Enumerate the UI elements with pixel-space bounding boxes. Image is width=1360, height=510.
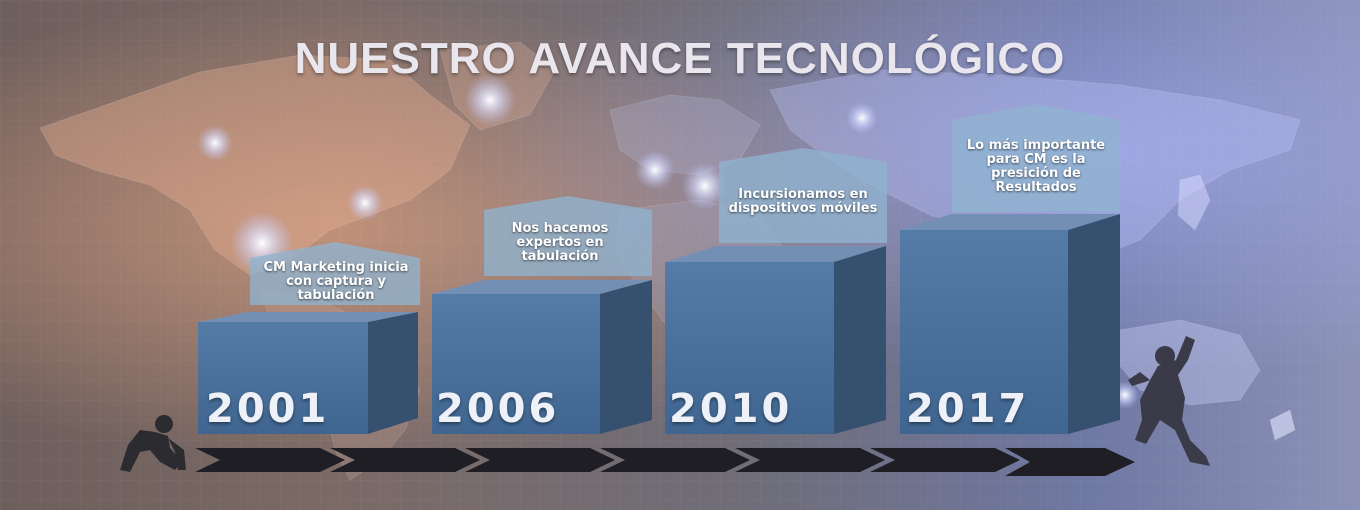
glow-lights (197, 74, 1139, 409)
chevron-arrows-icon (195, 448, 1135, 476)
milestone-year-2006: 2006 (436, 386, 560, 432)
page-title: NUESTRO AVANCE TECNOLÓGICO (294, 34, 1066, 83)
milestone-label-2006: Nos hacemos expertos en tabulación (511, 221, 609, 264)
milestone-label-2017: Lo más importante para CM es la presició… (966, 138, 1106, 195)
block-2017 (900, 104, 1120, 434)
milestone-label-2001: CM Marketing inicia con captura y tabula… (263, 260, 409, 303)
milestone-year-2001: 2001 (206, 386, 330, 432)
milestone-year-2010: 2010 (669, 386, 793, 432)
milestone-label-2010: Incursionamos en dispositivos móviles (728, 187, 878, 216)
milestone-year-2017: 2017 (906, 386, 1030, 432)
block-2006 (432, 196, 652, 434)
block-2010 (665, 148, 887, 434)
runner-start-icon (120, 415, 186, 472)
block-2001 (198, 242, 420, 434)
runner-finish-icon (1128, 336, 1210, 466)
